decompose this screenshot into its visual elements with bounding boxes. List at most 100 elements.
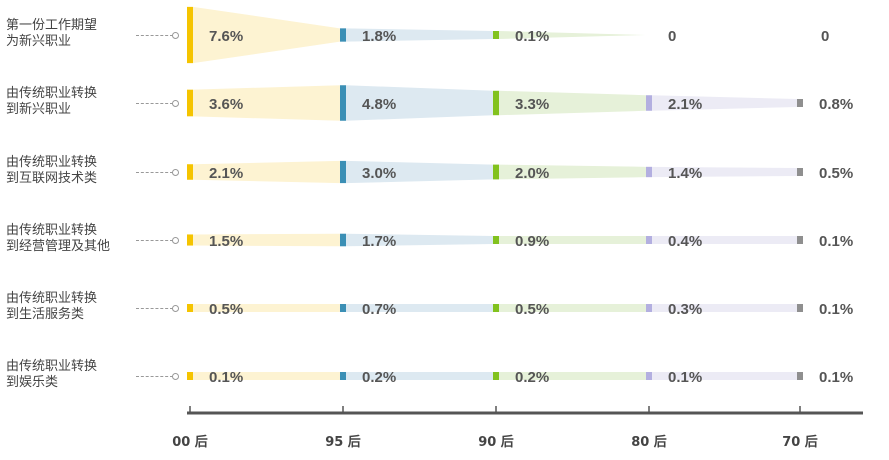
bar-marker xyxy=(187,372,193,380)
value-label: 0.1% xyxy=(819,233,853,250)
bar-marker xyxy=(646,304,652,312)
ribbon-segment xyxy=(346,160,493,184)
ribbon-segment xyxy=(193,304,340,312)
row-label-line: 由传统职业转换 xyxy=(6,359,98,374)
ribbon-segment xyxy=(652,304,797,312)
row-label-line: 到互联网技术类 xyxy=(6,171,98,186)
funnel-row-4: 1.5% 1.7% 0.9% 0.4% 0.1% xyxy=(187,233,853,250)
ribbon-segment xyxy=(652,236,797,244)
value-label: 0.5% xyxy=(209,301,243,318)
funnel-row-1: 7.6% 1.8% 0.1% 0 0 xyxy=(187,6,829,64)
value-label: 7.6% xyxy=(209,28,243,45)
leader-line xyxy=(136,308,173,309)
bar-marker xyxy=(646,95,652,111)
leader-line xyxy=(136,240,173,241)
row-label: 由传统职业转换 到新兴职业 xyxy=(6,86,134,118)
ribbon-segment xyxy=(346,304,493,312)
bar-marker xyxy=(646,166,652,178)
x-tick-label: 00 后 xyxy=(172,434,208,450)
funnel-row-2: 3.6% 4.8% 3.3% 2.1% 0.8% xyxy=(187,85,853,121)
ribbon-segment xyxy=(193,85,340,121)
ribbon-segment xyxy=(193,372,340,380)
bar-marker xyxy=(340,304,346,312)
leader-dot xyxy=(172,169,179,176)
value-label: 0.1% xyxy=(209,369,243,386)
bar-marker xyxy=(646,236,652,244)
bar-marker xyxy=(187,234,193,246)
bar-marker xyxy=(187,304,193,312)
value-label: 0.9% xyxy=(515,233,549,250)
row-label: 第一份工作期望 为新兴职业 xyxy=(6,18,134,50)
value-label: 3.3% xyxy=(515,96,549,113)
row-label-line: 由传统职业转换 xyxy=(6,155,98,170)
bar-marker xyxy=(493,304,499,312)
value-label: 3.6% xyxy=(209,96,243,113)
ribbon-segment xyxy=(346,233,493,247)
leader-line xyxy=(136,172,173,173)
bar-marker xyxy=(646,372,652,380)
ribbon-segment xyxy=(652,372,797,380)
funnel-row-5: 0.5% 0.7% 0.5% 0.3% 0.1% xyxy=(187,301,853,318)
value-label: 0.7% xyxy=(362,301,396,318)
ribbon-segment xyxy=(346,85,493,121)
value-label: 0.8% xyxy=(819,96,853,113)
value-label: 0.1% xyxy=(819,301,853,318)
value-label: 0.1% xyxy=(668,369,702,386)
ribbon-segment xyxy=(652,95,797,111)
bar-marker xyxy=(340,28,346,42)
bar-marker xyxy=(340,233,346,247)
bar-marker xyxy=(493,372,499,380)
bar-marker xyxy=(340,85,346,121)
ribbon-segment xyxy=(499,164,646,180)
value-label: 0.2% xyxy=(515,369,549,386)
bar-marker xyxy=(187,6,193,64)
value-label: 1.4% xyxy=(668,165,702,182)
ribbon-segment xyxy=(193,6,340,64)
bar-marker xyxy=(797,304,803,312)
value-label: 0.4% xyxy=(668,233,702,250)
ribbon-segment xyxy=(499,304,646,312)
ribbon-segment xyxy=(346,372,493,380)
value-label: 1.7% xyxy=(362,233,396,250)
value-label: 3.0% xyxy=(362,165,396,182)
value-label: 4.8% xyxy=(362,96,396,113)
value-label: 1.5% xyxy=(209,233,243,250)
leader-dot xyxy=(172,237,179,244)
x-tick-label: 80 后 xyxy=(631,434,667,450)
value-label: 0.5% xyxy=(819,165,853,182)
ribbon-segment xyxy=(346,28,493,42)
row-label-line: 到新兴职业 xyxy=(6,102,72,117)
row-label: 由传统职业转换 到生活服务类 xyxy=(6,291,134,323)
row-label-line: 由传统职业转换 xyxy=(6,86,98,101)
row-label-line: 为新兴职业 xyxy=(6,34,72,49)
value-label: 0.3% xyxy=(668,301,702,318)
x-tick-label: 70 后 xyxy=(782,434,818,450)
bar-marker xyxy=(187,164,193,180)
bar-marker xyxy=(493,164,499,180)
ribbon-segment xyxy=(499,236,646,244)
bar-marker xyxy=(797,236,803,244)
ribbon-segment xyxy=(499,372,646,380)
value-label: 1.8% xyxy=(362,28,396,45)
value-label: 2.1% xyxy=(668,96,702,113)
x-tick-label: 95 后 xyxy=(325,434,361,450)
value-label: 0 xyxy=(821,28,829,45)
bar-marker xyxy=(797,99,803,107)
bar-marker xyxy=(187,89,193,117)
leader-line xyxy=(136,376,173,377)
leader-line xyxy=(136,103,173,104)
row-label-line: 由传统职业转换 xyxy=(6,223,98,238)
ribbon-segment xyxy=(193,160,340,184)
bar-marker xyxy=(493,90,499,116)
value-label: 0.2% xyxy=(362,369,396,386)
row-label-line: 第一份工作期望 xyxy=(6,18,98,33)
value-label: 0.5% xyxy=(515,301,549,318)
funnel-row-3: 2.1% 3.0% 2.0% 1.4% 0.5% xyxy=(187,160,853,184)
value-label: 0.1% xyxy=(819,369,853,386)
ribbon-segment xyxy=(193,233,340,247)
bar-marker xyxy=(493,31,499,39)
value-label: 0.1% xyxy=(515,28,549,45)
bar-marker xyxy=(340,160,346,184)
bar-marker xyxy=(493,236,499,244)
